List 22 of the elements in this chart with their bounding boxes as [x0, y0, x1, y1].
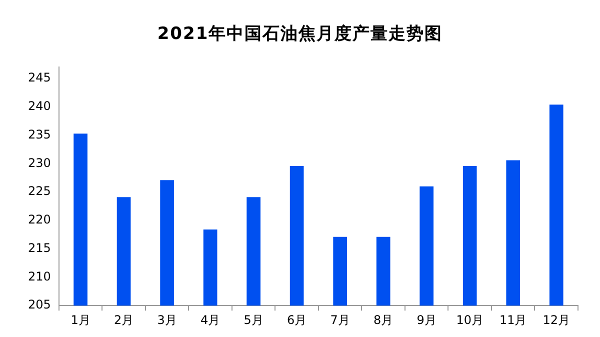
x-tick-label: 5月 [244, 312, 264, 327]
y-tick-label: 240 [28, 99, 51, 114]
x-tick-label: 3月 [157, 312, 177, 327]
x-tick-label: 1月 [70, 312, 90, 327]
y-tick-label: 245 [28, 70, 51, 85]
x-tick-label: 10月 [456, 312, 484, 327]
y-tick-label: 205 [28, 298, 51, 312]
chart-title: 2021年中国石油焦月度产量走势图 [156, 23, 444, 46]
y-tick-label: 235 [28, 127, 51, 142]
x-tick-label: 11月 [499, 312, 527, 327]
x-tick-label: 4月 [200, 312, 220, 327]
y-tick-label: 210 [28, 269, 51, 284]
x-tick-label: 12月 [542, 312, 570, 327]
y-tick-label: 230 [28, 156, 51, 170]
y-tick-label: 225 [28, 184, 51, 198]
y-tick-label: 220 [28, 212, 51, 227]
x-tick-label: 9月 [416, 312, 436, 327]
x-tick-label: 8月 [374, 312, 394, 327]
x-tick-label: 7月 [330, 312, 350, 327]
x-tick-label: 2月 [114, 312, 134, 327]
y-tick-label: 215 [28, 240, 51, 255]
x-tick-label: 6月 [287, 312, 307, 327]
